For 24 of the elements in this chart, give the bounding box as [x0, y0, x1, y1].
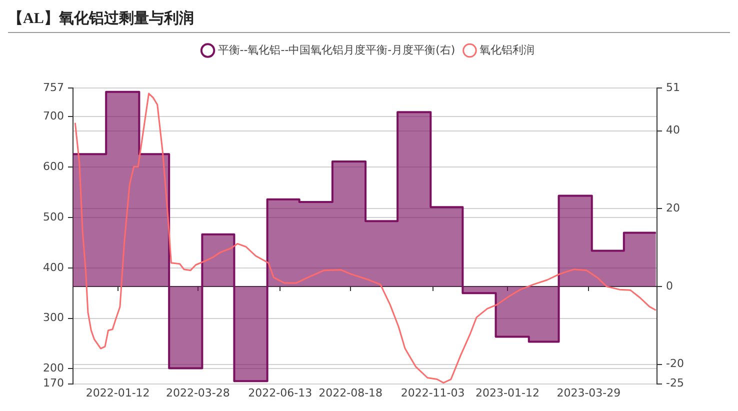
y-tick-label: 700	[43, 110, 64, 123]
y-tick-label: 400	[43, 260, 64, 274]
legend-label: 平衡--氧化铝--中国氧化铝月度平衡-月度平衡(右)	[218, 43, 456, 56]
y2-tick-label: -25	[666, 376, 684, 390]
x-tick-label: 2022-08-18	[318, 386, 383, 400]
y-tick-label: 300	[43, 311, 64, 324]
legend-label: 氧化铝利润	[480, 43, 535, 56]
chart-title: 【AL】氧化铝过剩量与利润	[8, 6, 730, 33]
x-tick-label: 2022-03-28	[166, 386, 230, 400]
x-tick-label: 2023-03-29	[556, 386, 621, 400]
y-tick-label: 200	[43, 362, 64, 375]
y2-tick-label: 51	[666, 80, 680, 94]
x-tick-label: 2022-11-03	[400, 386, 465, 400]
x-tick-label: 2022-01-12	[86, 386, 150, 400]
y2-tick-label: -20	[666, 357, 684, 370]
y-tick-label: 600	[43, 160, 64, 173]
y-tick-label: 500	[43, 210, 64, 224]
x-tick-label: 2022-06-13	[248, 386, 312, 400]
x-tick-label: 2023-01-12	[476, 386, 540, 400]
y2-tick-label: 20	[666, 202, 680, 215]
y2-tick-label: 0	[666, 279, 673, 292]
y-tick-label: 170	[43, 376, 64, 390]
y2-tick-label: 40	[666, 124, 680, 137]
y-tick-label: 757	[43, 80, 64, 94]
